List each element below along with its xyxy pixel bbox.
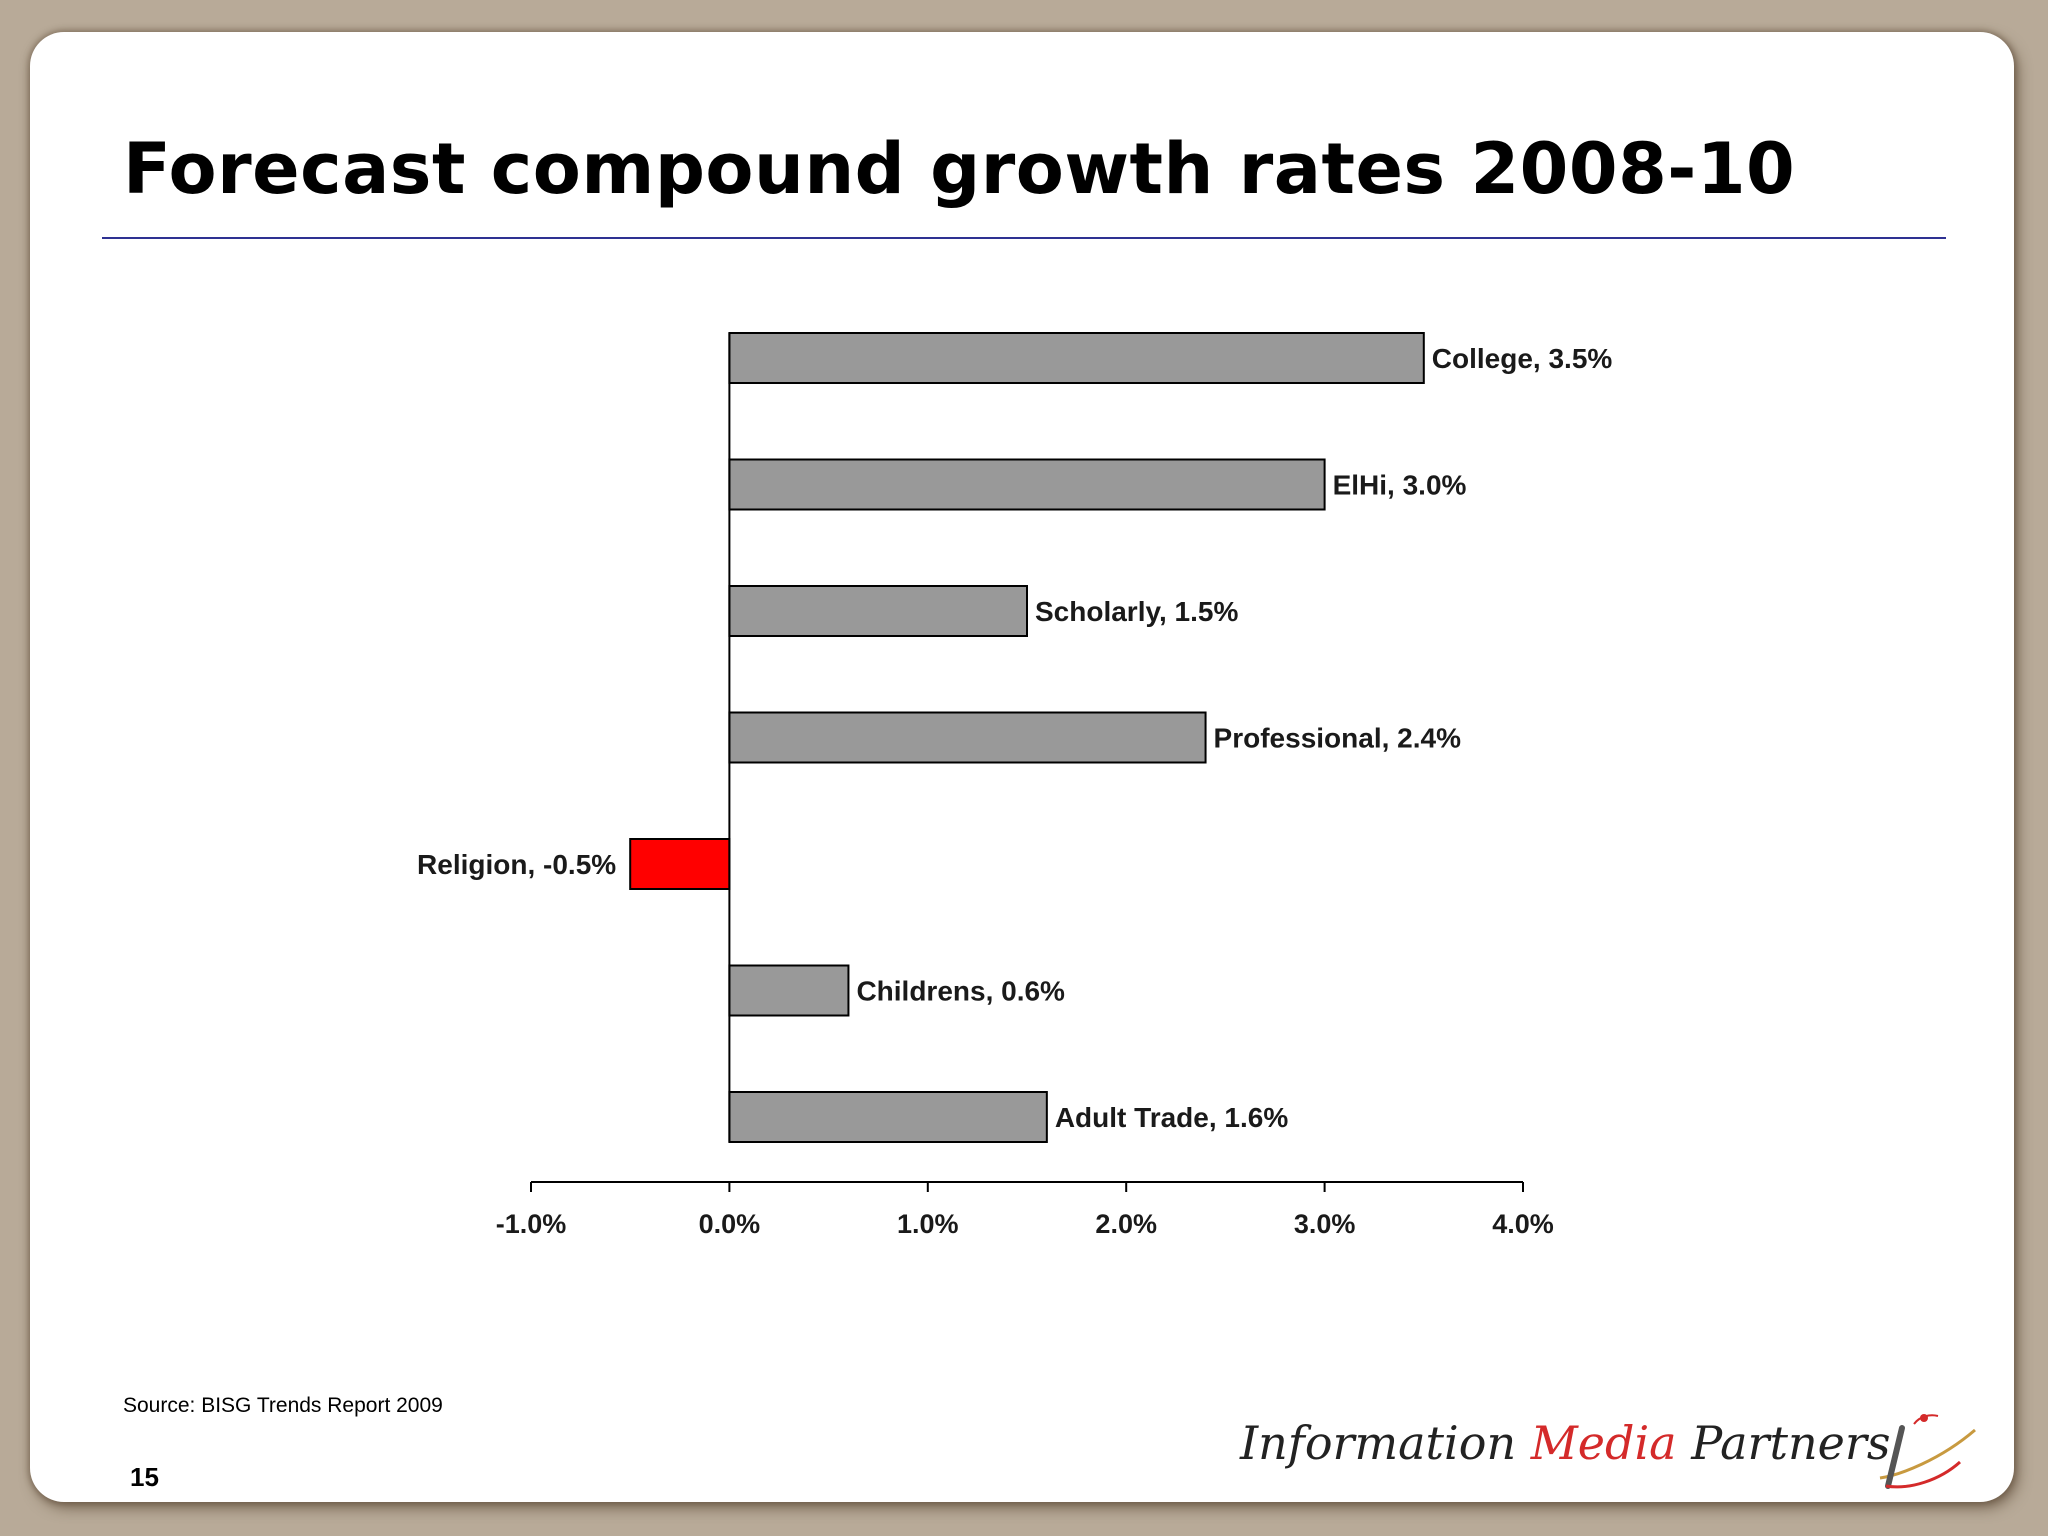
data-label-adult-trade: Adult Trade, 1.6% — [1055, 1102, 1288, 1133]
source-note: Source: BISG Trends Report 2009 — [123, 1394, 443, 1417]
bar-adult-trade — [728, 1091, 1048, 1143]
logo-word-information: Information — [1240, 1416, 1517, 1470]
bar-elhi — [728, 458, 1326, 511]
x-tick-label: 4.0% — [1492, 1209, 1554, 1239]
bar-childrens — [728, 964, 850, 1017]
slide-title: Forecast compound growth rates 2008-10 — [123, 128, 1796, 210]
bar-college — [728, 332, 1425, 384]
logo-word-media: Media — [1530, 1416, 1677, 1470]
logo-i-icon — [1879, 1414, 1976, 1489]
logo-word-partners: Partners — [1691, 1416, 1891, 1470]
bar-scholarly — [728, 585, 1029, 637]
x-tick-label: 3.0% — [1294, 1209, 1356, 1239]
data-label-college: College, 3.5% — [1432, 343, 1613, 374]
x-tick-label: 1.0% — [897, 1209, 959, 1239]
x-tick-label: 2.0% — [1095, 1209, 1157, 1239]
data-label-scholarly: Scholarly, 1.5% — [1035, 596, 1238, 627]
data-label-elhi: ElHi, 3.0% — [1333, 470, 1467, 501]
slide: Forecast compound growth rates 2008-10 S… — [30, 32, 2014, 1502]
data-label-religion: Religion, -0.5% — [417, 849, 616, 880]
bar-professional — [728, 711, 1207, 764]
x-tick-label: -1.0% — [496, 1209, 567, 1239]
company-logo: Information Media Partners — [1240, 1416, 1890, 1476]
bar-religion — [629, 838, 731, 890]
page-number: 15 — [130, 1462, 159, 1492]
title-divider — [102, 237, 1946, 239]
x-tick-label: 0.0% — [699, 1209, 761, 1239]
data-label-professional: Professional, 2.4% — [1214, 723, 1462, 754]
data-label-childrens: Childrens, 0.6% — [856, 976, 1065, 1007]
